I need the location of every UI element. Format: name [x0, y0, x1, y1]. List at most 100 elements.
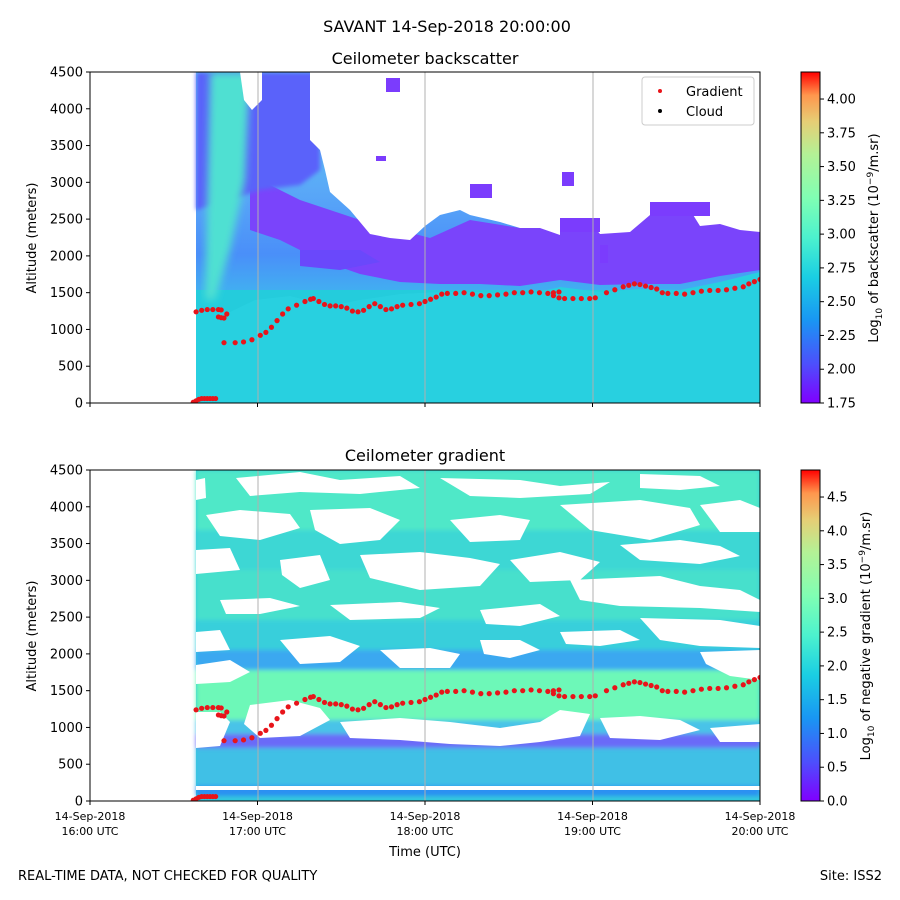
gradient-point: [561, 693, 568, 700]
gradient-colorbar-ticks: 0.0 0.5 1.0 1.5 2.0 2.5 3.0 3.5 4.0 4.5: [820, 491, 848, 810]
gradient-point: [249, 337, 255, 343]
gradient-point: [257, 332, 263, 338]
x-tick-label: 17:00 UTC: [229, 825, 286, 838]
gradient-point: [528, 289, 534, 295]
colorbar-tick-label: 2.5: [827, 626, 848, 641]
gradient-point: [221, 315, 227, 321]
gradient-point: [316, 298, 322, 305]
gradient-gap: [480, 640, 540, 658]
gradient-gap: [196, 548, 240, 574]
y-tick-label: 2000: [50, 647, 83, 662]
gradient-point: [232, 340, 238, 346]
gradient-point: [327, 701, 333, 707]
gradient-point: [221, 738, 227, 744]
gradient-point: [648, 682, 654, 689]
gradient-point: [444, 290, 450, 297]
gradient-point: [372, 301, 378, 307]
y-tick-label: 3000: [50, 574, 83, 589]
gradient-point: [349, 308, 356, 314]
gradient-point: [377, 304, 383, 310]
backscatter-speck-4: [470, 184, 492, 198]
gradient-point: [626, 680, 632, 686]
gradient-point: [631, 679, 637, 685]
gradient-colorbar-fill: [800, 469, 821, 802]
gradient-point: [257, 730, 263, 736]
y-tick-label: 3500: [50, 537, 83, 552]
backscatter-speck-3: [562, 172, 574, 186]
gradient-gap: [700, 500, 760, 532]
colorbar-tick-label: 1.75: [827, 397, 856, 412]
gradient-point: [603, 688, 610, 694]
legend-cloud-label: Cloud: [686, 105, 723, 120]
gradient-point: [486, 691, 492, 697]
gradient-point: [427, 694, 434, 700]
gradient-vertical-gridlines: [257, 470, 594, 801]
x-tick-label: 18:00 UTC: [396, 825, 453, 838]
gradient-gap: [700, 650, 760, 680]
gradient-point: [232, 738, 238, 744]
gradient-point: [698, 686, 704, 692]
gradient-point: [715, 287, 721, 294]
gradient-gap: [510, 552, 600, 582]
gradient-point: [427, 296, 434, 302]
gradient-point: [642, 283, 649, 289]
x-tick-label: 19:00 UTC: [564, 825, 621, 838]
gradient-point: [592, 295, 598, 301]
legend-gradient-label: Gradient: [686, 85, 743, 100]
gradient-point: [333, 701, 339, 707]
gradient-gap: [560, 630, 640, 646]
gradient-point: [478, 293, 484, 299]
gradient-point: [221, 713, 227, 719]
gradient-point: [394, 702, 400, 708]
gradient-point: [785, 666, 790, 671]
colorbar-tick-label: 4.0: [827, 524, 848, 539]
gradient-point: [561, 295, 568, 302]
gradient-point: [422, 696, 428, 703]
backscatter-speck-5: [600, 245, 608, 263]
x-tick-label: 14-Sep-2018: [222, 810, 293, 823]
gradient-gap: [196, 786, 760, 790]
gradient-point: [263, 727, 269, 733]
gradient-point: [422, 298, 428, 305]
gradient-point: [268, 722, 275, 728]
colorbar-tick-label: 4.00: [827, 93, 856, 108]
gradient-layer: [196, 786, 760, 796]
gradient-point: [439, 689, 445, 695]
gradient-point: [218, 307, 224, 313]
gradient-point: [587, 693, 593, 700]
y-tick-label: 4500: [50, 464, 83, 479]
gradient-gap: [360, 552, 500, 590]
gradient-point: [578, 295, 584, 302]
gradient-point: [388, 704, 395, 710]
backscatter-no-data: [260, 72, 760, 240]
gradient-point: [349, 706, 356, 712]
gradient-point: [536, 290, 543, 296]
gradient-point: [377, 702, 383, 708]
gradient-gap: [196, 660, 250, 684]
gradient-point: [210, 306, 216, 313]
gradient-gap: [570, 576, 760, 612]
gradient-point: [461, 290, 467, 296]
backscatter-no-data-2: [320, 72, 330, 130]
gradient-point: [355, 309, 361, 315]
gradient-gap: [560, 500, 700, 540]
gradient-point: [545, 290, 551, 297]
y-tick-label: 2000: [50, 249, 83, 264]
backscatter-colorbar-fill: [800, 71, 821, 404]
gradient-point: [486, 293, 492, 299]
backscatter-title: Ceilometer backscatter: [332, 49, 519, 68]
gradient-point: [520, 688, 526, 694]
gradient-point: [249, 735, 255, 741]
gradient-point: [774, 667, 779, 672]
gradient-gap: [710, 724, 760, 742]
gradient-point: [659, 290, 665, 296]
gradient-point: [478, 691, 484, 697]
gradient-point: [780, 268, 785, 273]
x-tick-label: 20:00 UTC: [731, 825, 788, 838]
gradient-point: [327, 303, 333, 309]
gradient-point: [631, 281, 637, 287]
gradient-gap: [196, 712, 230, 748]
gradient-point: [763, 672, 768, 677]
colorbar-tick-label: 1.5: [827, 693, 848, 708]
